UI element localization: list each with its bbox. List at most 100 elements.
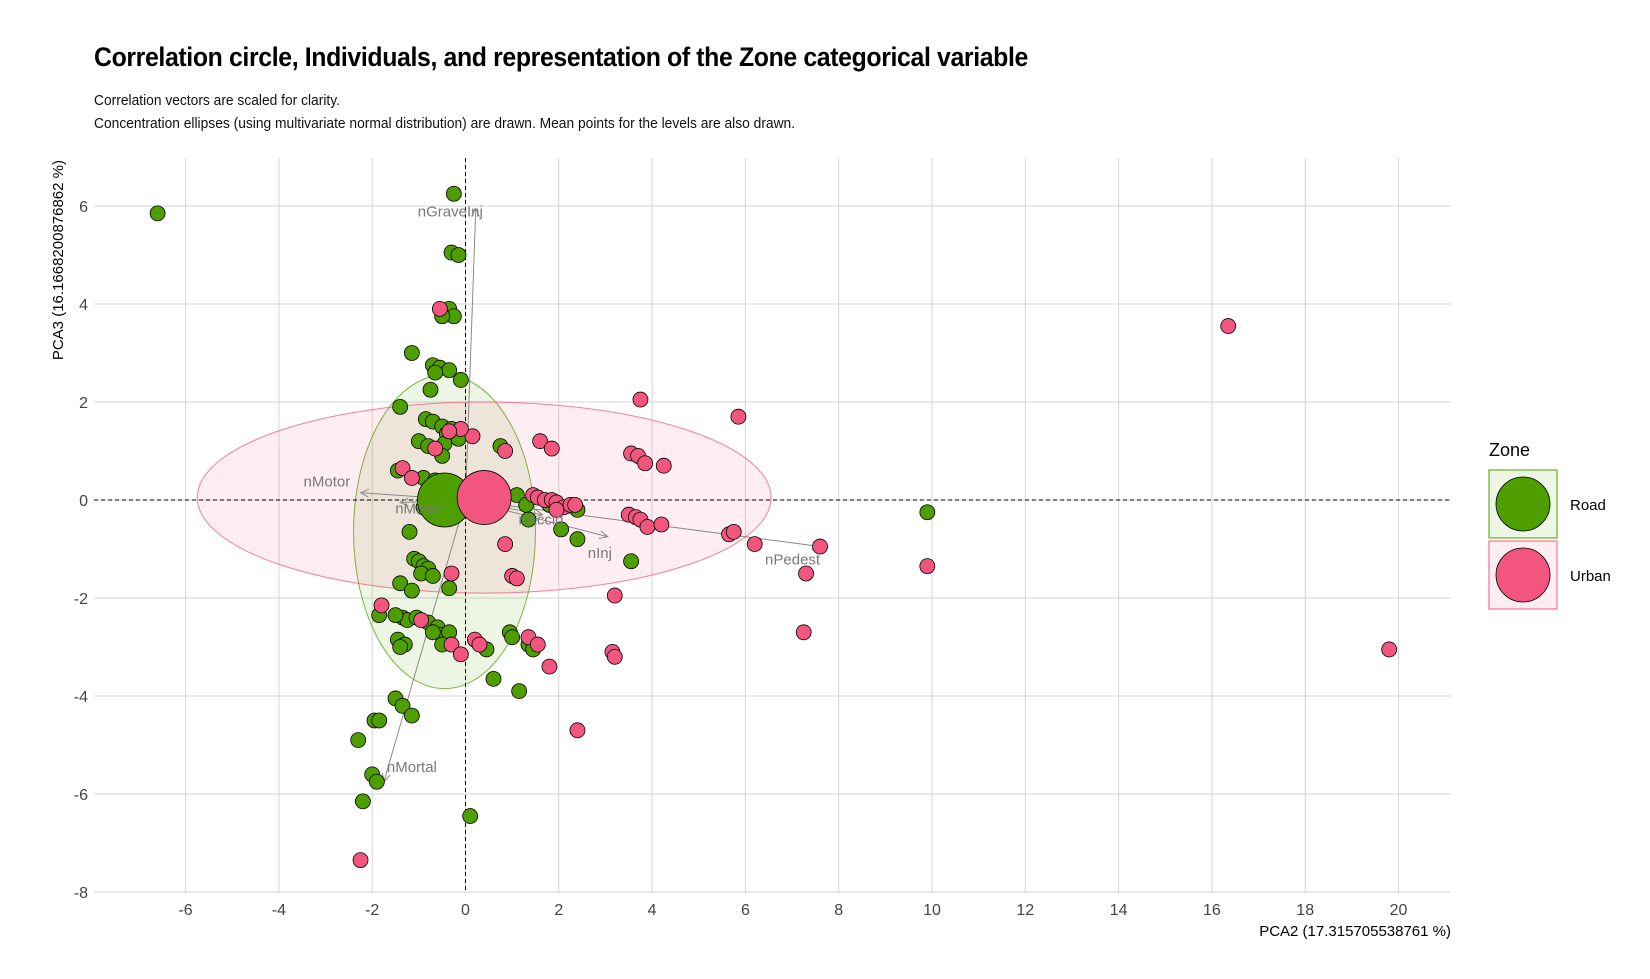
point-road: [424, 568, 441, 584]
point-urban: [548, 501, 565, 518]
point-road: [485, 670, 502, 687]
point-road: [427, 364, 444, 381]
legend-symbol-urban: [1495, 547, 1551, 603]
point-urban: [725, 523, 742, 540]
point-urban: [373, 597, 390, 614]
mean-point-urban: [456, 470, 512, 525]
point-urban: [1220, 318, 1237, 334]
point-road: [403, 707, 420, 724]
vector-label-ngraveinj: nGraveInj: [418, 203, 483, 220]
point-road: [403, 345, 420, 361]
point-urban: [541, 658, 558, 675]
point-urban: [394, 460, 411, 477]
point-road: [368, 773, 385, 790]
x-tick-label: -6: [178, 902, 192, 919]
point-road: [445, 185, 462, 202]
point-road: [401, 523, 418, 540]
point-road: [371, 712, 388, 729]
point-urban: [798, 565, 814, 582]
y-tick-label: 4: [79, 297, 88, 314]
x-tick-label: 20: [1390, 902, 1408, 919]
x-tick-label: 12: [1016, 902, 1034, 919]
chart-subtitle-line-1: Correlation vectors are scaled for clari…: [94, 92, 340, 109]
point-urban: [919, 558, 936, 575]
x-tick-label: 18: [1296, 902, 1314, 919]
vector-label-nmortal: nMortal: [387, 759, 437, 776]
vector-label-naccid: nAccid: [518, 512, 563, 529]
vector-label-nmotor: nMotor: [304, 474, 351, 491]
point-road: [462, 808, 479, 824]
point-road: [394, 697, 411, 714]
point-urban: [497, 536, 514, 552]
point-road: [424, 624, 441, 641]
point-urban: [443, 565, 460, 582]
vector-arrowhead-ninj: [598, 530, 609, 540]
point-urban: [730, 408, 747, 425]
point-urban: [471, 636, 488, 653]
y-tick-label: -2: [74, 591, 88, 608]
point-urban: [569, 722, 586, 739]
point-urban: [637, 455, 654, 472]
point-road: [149, 205, 166, 222]
x-axis-label: PCA2 (17.315705538761 %): [1259, 923, 1451, 940]
x-tick-label: 14: [1110, 902, 1128, 919]
y-tick-label: -6: [74, 787, 88, 804]
point-road: [354, 793, 371, 810]
legend: Zone Road Urban: [1488, 440, 1611, 610]
chart-title: Correlation circle, Individuals, and rep…: [94, 42, 1028, 72]
point-urban: [653, 516, 670, 533]
vector-arrowhead-nmotor: [359, 488, 370, 498]
x-tick-label: 0: [461, 902, 470, 919]
y-tick-label: -4: [74, 689, 88, 706]
x-tick-label: -4: [272, 902, 286, 919]
point-road: [511, 683, 528, 699]
point-road: [569, 531, 586, 548]
point-road: [392, 398, 409, 415]
point-road: [450, 247, 467, 263]
y-tick-label: 6: [79, 199, 88, 216]
legend-symbol-road: [1495, 476, 1551, 532]
point-urban: [452, 646, 469, 663]
point-road: [392, 575, 409, 592]
x-tick-label: -2: [365, 902, 379, 919]
point-urban: [1381, 641, 1398, 658]
x-tick-label: 10: [923, 902, 941, 919]
zero-lines: [94, 158, 1451, 893]
individual-points: [149, 185, 1398, 869]
legend-title: Zone: [1489, 440, 1530, 460]
point-road: [553, 521, 570, 538]
y-tick-label: -8: [74, 885, 88, 902]
point-road: [350, 732, 367, 748]
level-mean-points: [417, 470, 512, 528]
x-tick-label: 16: [1203, 902, 1221, 919]
y-axis-label: PCA3 (16.1668200876862 %): [50, 160, 67, 360]
point-urban: [497, 443, 514, 459]
vector-line-nmortal: [383, 499, 466, 782]
point-road: [452, 372, 469, 388]
point-road: [441, 580, 458, 597]
point-urban: [464, 428, 481, 445]
vector-arrowhead-naccid: [533, 508, 544, 518]
chart-subtitle-line-2: Concentration ellipses (using multivaria…: [94, 115, 796, 132]
legend-label-urban: Urban: [1570, 568, 1611, 585]
point-urban: [606, 587, 623, 604]
x-tick-label: 4: [648, 902, 657, 919]
vector-line-ngraveinj: [465, 208, 477, 501]
point-road: [422, 381, 439, 398]
point-road: [623, 553, 640, 570]
point-road: [392, 639, 409, 655]
vector-label-nminor: nMinor: [395, 500, 441, 517]
x-tick-label: 2: [554, 902, 563, 919]
point-urban: [812, 538, 828, 555]
point-road: [919, 504, 936, 521]
point-urban: [606, 648, 623, 665]
axes: PCA2 (17.315705538761 %) PCA3 (16.166820…: [50, 160, 1451, 940]
point-road: [520, 511, 537, 528]
point-urban: [567, 496, 584, 513]
point-urban: [413, 612, 430, 628]
point-urban: [543, 440, 560, 457]
point-urban: [746, 536, 763, 552]
point-urban: [427, 440, 444, 457]
y-tick-label: 0: [79, 493, 88, 510]
